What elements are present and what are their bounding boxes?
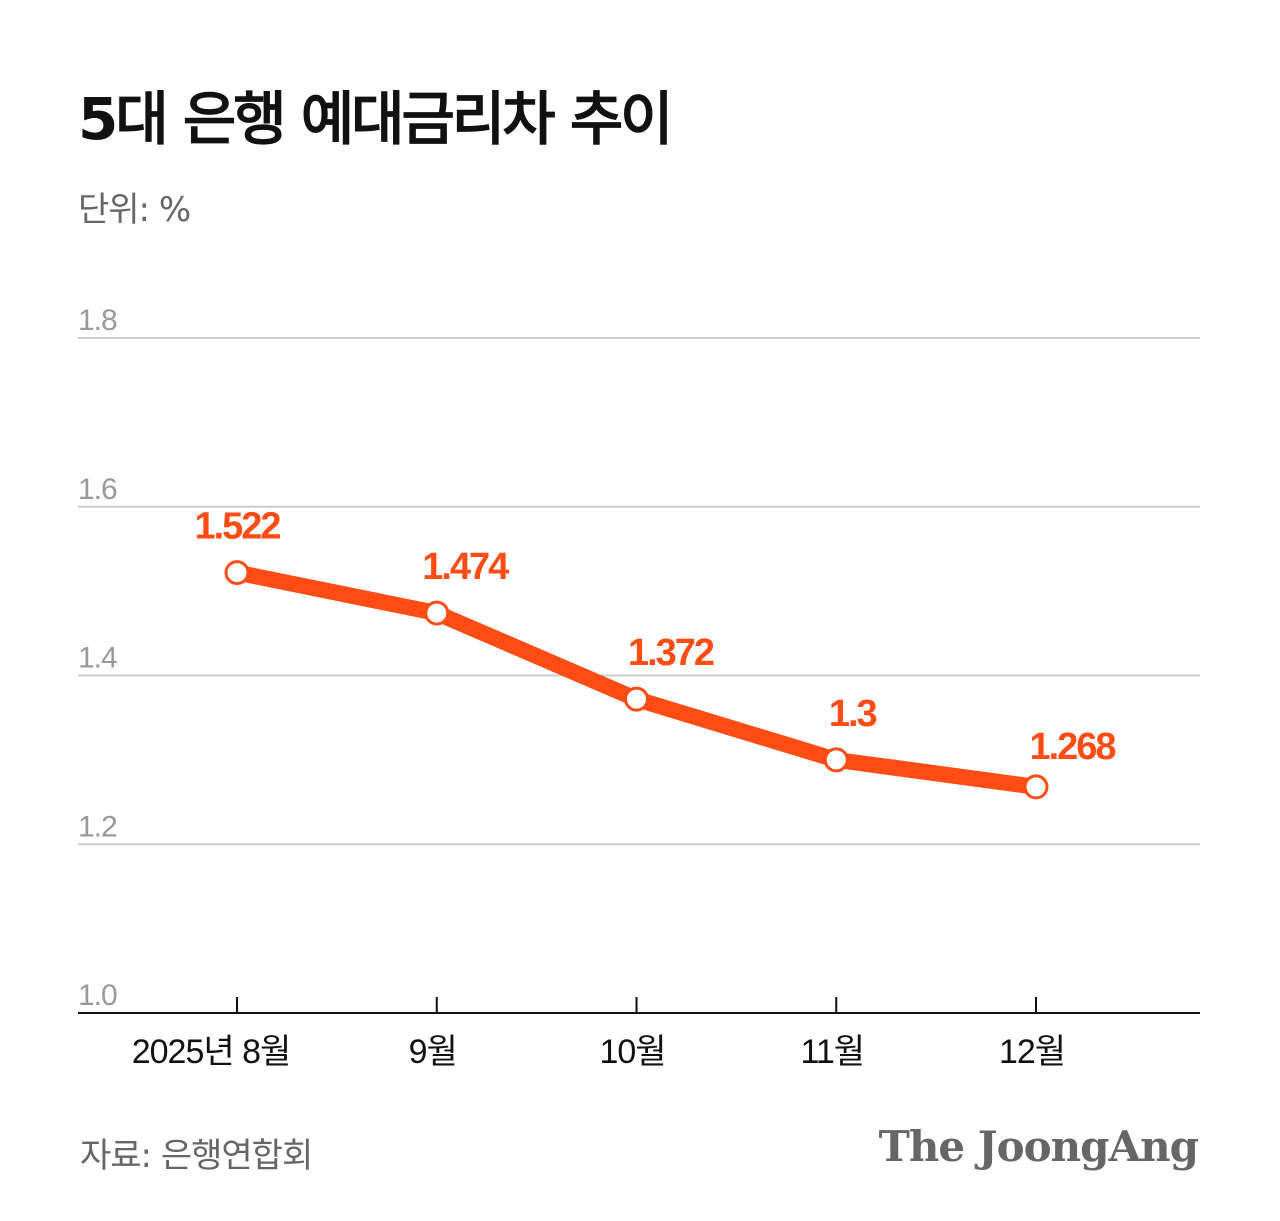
x-tick-label: 9월 xyxy=(409,1033,457,1071)
x-tick-label: 11월 xyxy=(800,1033,864,1071)
y-tick-label: 1.2 xyxy=(78,810,117,843)
data-point xyxy=(224,560,250,586)
y-tick-label: 1.0 xyxy=(78,979,117,1012)
publisher-logo: The JoongAng xyxy=(878,1122,1199,1171)
chart-title: 5대 은행 예대금리차 추이 xyxy=(78,85,674,153)
x-tick-label: 2025년 8월 xyxy=(132,1033,291,1071)
unit-label: 단위: % xyxy=(78,190,191,230)
data-label: 1.522 xyxy=(194,506,280,548)
data-point xyxy=(624,686,649,712)
source-note: 자료: 은행연합회 xyxy=(80,1136,313,1176)
x-tick-label: 10월 xyxy=(599,1033,665,1071)
data-point xyxy=(1023,774,1049,800)
series-line xyxy=(229,564,1044,795)
y-tick-label: 1.4 xyxy=(78,642,117,675)
y-tick-label: 1.6 xyxy=(78,473,117,506)
data-point xyxy=(424,600,450,626)
data-label: 1.268 xyxy=(1029,726,1115,768)
y-tick-label: 1.8 xyxy=(78,304,117,337)
data-point xyxy=(823,747,849,773)
data-label: 1.3 xyxy=(829,693,877,735)
data-label: 1.372 xyxy=(628,632,714,674)
data-label: 1.474 xyxy=(422,546,509,588)
x-tick-label: 12월 xyxy=(999,1033,1065,1071)
